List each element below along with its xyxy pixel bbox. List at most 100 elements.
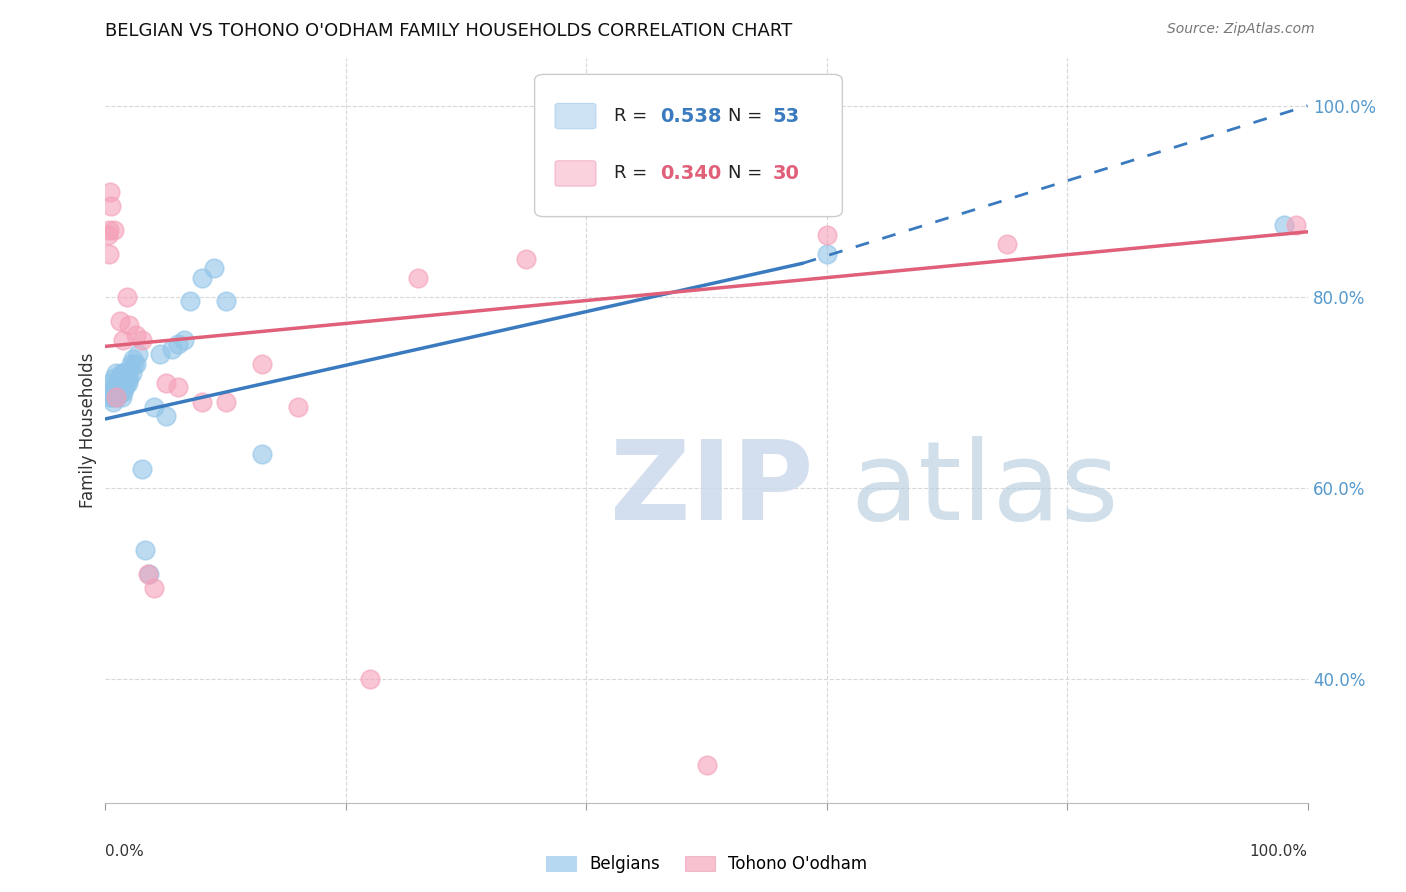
Point <box>166 380 188 394</box>
Point <box>190 394 212 409</box>
Text: BELGIAN VS TOHONO O'ODHAM FAMILY HOUSEHOLDS CORRELATION CHART: BELGIAN VS TOHONO O'ODHAM FAMILY HOUSEHO… <box>105 22 793 40</box>
Point <box>131 461 153 475</box>
Text: 100.0%: 100.0% <box>1250 844 1308 859</box>
Point <box>166 337 188 351</box>
Text: 0.340: 0.340 <box>659 164 721 183</box>
Point <box>115 376 138 390</box>
Point <box>104 380 127 394</box>
Point <box>696 757 718 772</box>
Point <box>98 223 121 237</box>
Point <box>100 376 122 390</box>
Text: Source: ZipAtlas.com: Source: ZipAtlas.com <box>1167 22 1315 37</box>
Point <box>117 376 139 390</box>
Point <box>142 400 165 414</box>
Point <box>1284 218 1306 232</box>
Point <box>111 366 134 380</box>
Point <box>108 380 131 394</box>
Point <box>103 371 125 385</box>
Point <box>107 371 129 385</box>
FancyBboxPatch shape <box>555 161 596 186</box>
Point <box>124 357 146 371</box>
Y-axis label: Family Households: Family Households <box>79 352 97 508</box>
Point <box>112 376 135 390</box>
Point <box>815 246 838 260</box>
Point <box>250 447 273 461</box>
Point <box>114 380 136 394</box>
Point <box>103 223 125 237</box>
Point <box>155 409 177 423</box>
Point <box>250 357 273 371</box>
Point <box>214 394 236 409</box>
Point <box>202 261 225 276</box>
Point <box>105 366 128 380</box>
Text: N =: N = <box>728 107 768 125</box>
Text: R =: R = <box>614 164 652 183</box>
Point <box>118 371 141 385</box>
Legend: Belgians, Tohono O'odham: Belgians, Tohono O'odham <box>538 849 875 880</box>
Point <box>100 199 122 213</box>
Point <box>190 270 212 285</box>
Point <box>160 343 183 357</box>
Point <box>138 566 160 581</box>
Point <box>148 347 170 361</box>
Text: 30: 30 <box>773 164 800 183</box>
Point <box>122 351 145 366</box>
Text: 53: 53 <box>773 106 800 126</box>
Point <box>995 237 1018 252</box>
Point <box>111 390 134 404</box>
Point <box>131 333 153 347</box>
Point <box>214 294 236 309</box>
Point <box>115 371 138 385</box>
Text: R =: R = <box>614 107 652 125</box>
Point <box>118 318 141 333</box>
Point <box>98 385 121 400</box>
FancyBboxPatch shape <box>555 103 596 128</box>
Point <box>124 357 146 371</box>
Point <box>104 390 127 404</box>
Point <box>124 327 146 342</box>
Point <box>173 333 195 347</box>
Point <box>97 227 120 242</box>
Point <box>110 371 132 385</box>
Point <box>406 270 429 285</box>
FancyBboxPatch shape <box>534 74 842 217</box>
Point <box>359 672 381 686</box>
Point <box>142 581 165 595</box>
Point <box>127 347 149 361</box>
Point <box>287 400 309 414</box>
Point <box>103 385 125 400</box>
Point <box>101 380 124 394</box>
Point <box>112 333 135 347</box>
Text: 0.538: 0.538 <box>659 106 721 126</box>
Point <box>98 246 121 260</box>
Point <box>108 385 131 400</box>
Text: atlas: atlas <box>851 436 1119 543</box>
Point <box>115 290 138 304</box>
Point <box>105 390 128 404</box>
Point <box>110 385 132 400</box>
Point <box>1272 218 1295 232</box>
Point <box>107 390 129 404</box>
Point <box>112 385 135 400</box>
Point <box>107 385 129 400</box>
Point <box>815 227 838 242</box>
Point <box>98 390 121 404</box>
Point <box>120 357 142 371</box>
Point <box>107 380 129 394</box>
Point <box>98 185 121 199</box>
Point <box>105 385 128 400</box>
Point <box>100 390 122 404</box>
Point <box>112 366 135 380</box>
Text: 0.0%: 0.0% <box>105 844 145 859</box>
Point <box>108 313 131 327</box>
Point <box>136 566 159 581</box>
Point <box>114 366 136 380</box>
Point <box>101 394 124 409</box>
Point <box>515 252 537 266</box>
Text: N =: N = <box>728 164 768 183</box>
Point <box>155 376 177 390</box>
Text: ZIP: ZIP <box>610 436 814 543</box>
Point <box>121 366 143 380</box>
Point <box>179 294 201 309</box>
Point <box>134 542 156 557</box>
